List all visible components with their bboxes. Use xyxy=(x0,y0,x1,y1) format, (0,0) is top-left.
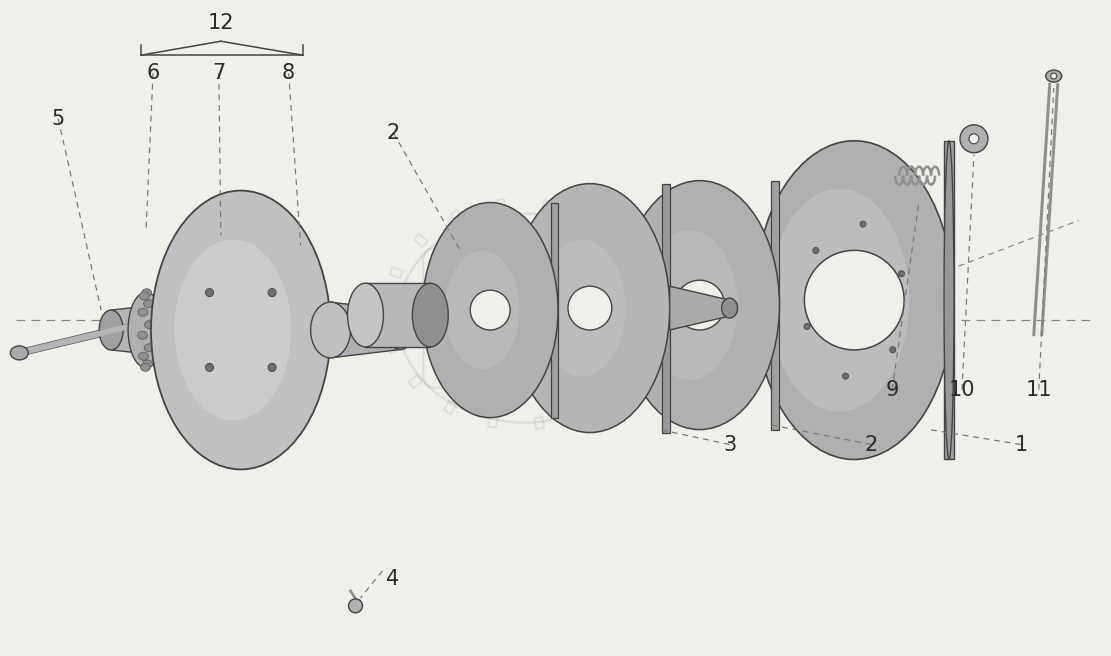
Bar xyxy=(640,275,653,286)
Ellipse shape xyxy=(268,363,276,371)
Ellipse shape xyxy=(140,292,150,300)
Ellipse shape xyxy=(804,323,810,329)
Ellipse shape xyxy=(674,280,724,330)
Ellipse shape xyxy=(969,134,979,144)
Bar xyxy=(390,267,403,278)
Bar xyxy=(496,199,506,211)
Bar xyxy=(414,234,428,247)
Ellipse shape xyxy=(1051,73,1057,79)
Ellipse shape xyxy=(142,360,152,368)
Text: 6: 6 xyxy=(147,63,160,83)
Polygon shape xyxy=(551,203,558,418)
Ellipse shape xyxy=(311,302,350,358)
Text: 2: 2 xyxy=(387,123,400,143)
Ellipse shape xyxy=(444,251,520,369)
Polygon shape xyxy=(944,141,954,459)
Text: 11: 11 xyxy=(1025,380,1052,400)
Text: 4: 4 xyxy=(386,569,399,589)
Text: 3: 3 xyxy=(723,434,737,455)
Text: 2: 2 xyxy=(864,434,878,455)
Ellipse shape xyxy=(206,363,213,371)
Ellipse shape xyxy=(620,180,780,430)
Polygon shape xyxy=(331,302,400,358)
Ellipse shape xyxy=(890,347,895,353)
Ellipse shape xyxy=(754,141,954,459)
Polygon shape xyxy=(662,184,670,432)
Polygon shape xyxy=(670,286,730,330)
Ellipse shape xyxy=(770,188,909,412)
Ellipse shape xyxy=(144,321,154,329)
Bar xyxy=(613,381,627,394)
Bar xyxy=(648,314,659,322)
Ellipse shape xyxy=(422,203,558,418)
Ellipse shape xyxy=(804,251,904,350)
Bar xyxy=(618,240,631,253)
Bar xyxy=(451,210,463,224)
Ellipse shape xyxy=(99,310,123,350)
Ellipse shape xyxy=(138,331,148,339)
Text: 10: 10 xyxy=(949,380,975,400)
Bar xyxy=(584,214,597,228)
Ellipse shape xyxy=(143,300,153,308)
Text: 12: 12 xyxy=(208,13,234,33)
Ellipse shape xyxy=(1045,70,1062,82)
Ellipse shape xyxy=(842,373,849,379)
Bar xyxy=(542,200,552,213)
Bar xyxy=(409,375,422,388)
Bar xyxy=(577,405,590,418)
Ellipse shape xyxy=(138,308,148,316)
Bar xyxy=(638,350,650,361)
Ellipse shape xyxy=(348,283,383,347)
Ellipse shape xyxy=(387,310,414,350)
Text: OPEN: OPEN xyxy=(473,302,577,335)
Polygon shape xyxy=(366,283,430,347)
Ellipse shape xyxy=(10,346,28,360)
Text: 1: 1 xyxy=(1014,434,1028,455)
Ellipse shape xyxy=(860,221,865,227)
Bar xyxy=(387,342,400,354)
Ellipse shape xyxy=(538,239,625,377)
Bar xyxy=(488,416,498,428)
Ellipse shape xyxy=(721,298,738,318)
Bar xyxy=(444,401,457,414)
Ellipse shape xyxy=(642,230,738,380)
Ellipse shape xyxy=(349,599,362,613)
Ellipse shape xyxy=(813,247,819,253)
Ellipse shape xyxy=(268,289,276,297)
Ellipse shape xyxy=(944,141,954,459)
Bar xyxy=(381,306,392,314)
Text: 5: 5 xyxy=(51,109,64,129)
Ellipse shape xyxy=(151,191,331,470)
Ellipse shape xyxy=(144,344,154,352)
Ellipse shape xyxy=(206,289,213,297)
Text: 9: 9 xyxy=(885,380,899,400)
Polygon shape xyxy=(111,305,156,355)
Text: 8: 8 xyxy=(282,63,296,83)
Ellipse shape xyxy=(128,292,164,368)
Ellipse shape xyxy=(174,239,291,420)
Ellipse shape xyxy=(142,289,151,297)
Ellipse shape xyxy=(139,352,149,360)
Ellipse shape xyxy=(899,271,904,277)
Ellipse shape xyxy=(510,184,670,432)
Ellipse shape xyxy=(470,290,510,330)
Text: 7: 7 xyxy=(212,63,226,83)
Ellipse shape xyxy=(568,286,612,330)
Ellipse shape xyxy=(412,283,448,347)
Ellipse shape xyxy=(140,363,150,371)
Bar xyxy=(534,417,544,429)
Ellipse shape xyxy=(960,125,988,153)
Polygon shape xyxy=(771,180,780,430)
